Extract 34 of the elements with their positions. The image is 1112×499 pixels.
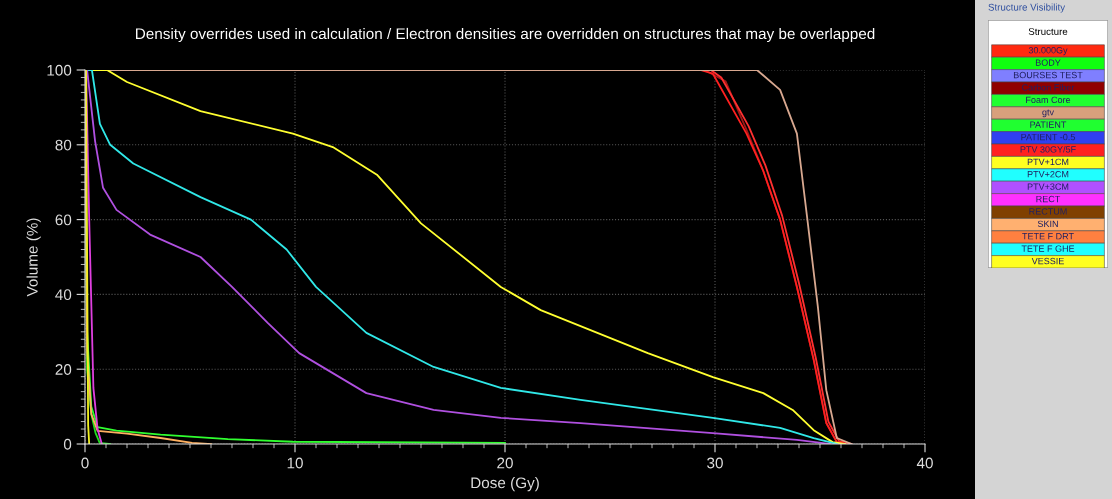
category-label: TETE F GHE <box>1021 245 1075 252</box>
y-tick-label: 20 <box>55 364 72 375</box>
category-label: TETE F DRT <box>1022 233 1074 240</box>
category-label: SKIN <box>1037 220 1058 228</box>
category-label: Foam Core <box>1026 96 1071 104</box>
y-tick-label: 80 <box>55 139 72 151</box>
category-label: VESSIE <box>1031 257 1064 265</box>
text: Structure <box>1028 28 1068 36</box>
x-tick-label: 30 <box>707 457 723 469</box>
x-axis-title: Dose (Gy) <box>471 476 539 492</box>
category-label: PATIENT <box>1030 121 1067 128</box>
x-tick-label: 10 <box>287 457 303 469</box>
category-label: PATIENT -0.5 <box>1021 133 1075 141</box>
y-tick-label: 100 <box>47 64 72 76</box>
category-label: BODY <box>1035 59 1061 66</box>
category-label: 30.000Gy <box>1028 47 1068 56</box>
category-label: RECTUM <box>1029 208 1067 215</box>
y-tick-label: 40 <box>55 289 72 301</box>
x-tick-label: 40 <box>916 457 933 469</box>
category-label: gtv <box>1042 109 1054 118</box>
category-label: PTV+3CM <box>1027 183 1069 190</box>
y-tick-label: 60 <box>55 214 72 226</box>
category-label: BOURSES TEST <box>1013 71 1083 79</box>
category-label: PTV+1CM <box>1027 158 1069 166</box>
x-tick-label: 0 <box>81 457 89 469</box>
y-tick-label: 0 <box>63 438 72 450</box>
category-label: PTV+2CM <box>1027 171 1069 178</box>
category-label: RECT <box>1036 195 1061 203</box>
y-axis-title: Volume (%) <box>26 218 41 297</box>
chart-title: Density overrides used in calculation / Electron densities are overridden on structures that may be overlapped <box>136 27 875 43</box>
category-label: PTV 30GY/5F <box>1020 145 1076 153</box>
category-label: Carbon Fiber <box>1022 83 1075 91</box>
text: Structure Visibility <box>988 3 1066 13</box>
x-tick-label: 20 <box>497 457 513 469</box>
